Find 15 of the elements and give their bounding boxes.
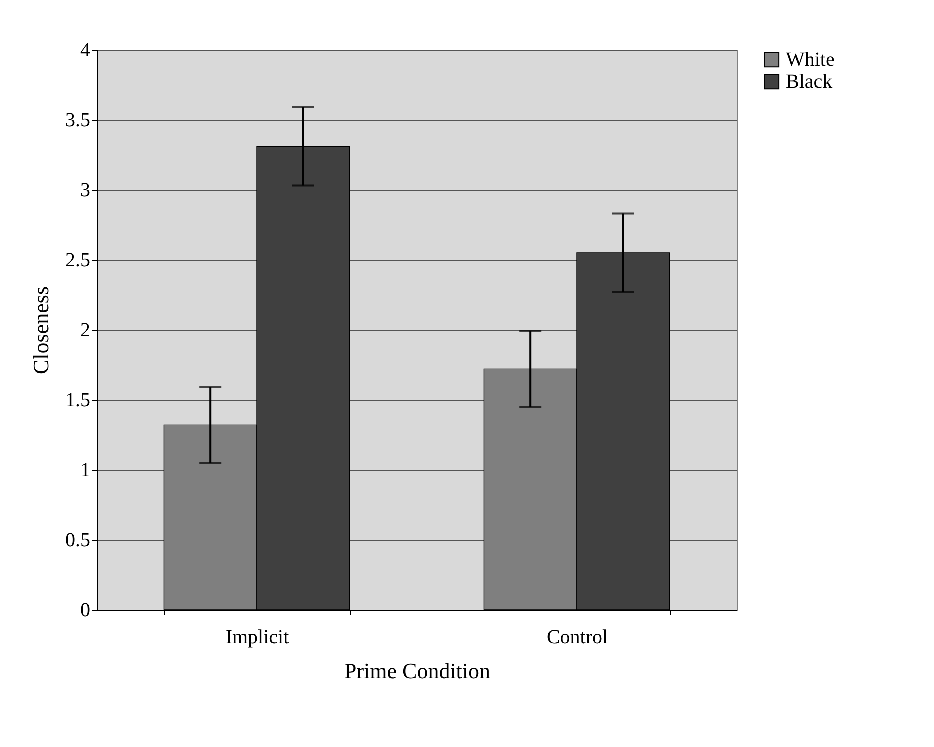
y-tick-label: 2.5 <box>66 250 90 272</box>
y-tick-label: 2 <box>80 320 90 342</box>
x-axis-title: Prime Condition <box>344 658 491 684</box>
x-tick-label: Control <box>546 626 608 648</box>
legend-label: Black <box>786 71 833 93</box>
y-tick-label: 1 <box>80 460 90 482</box>
y-tick-label: 0 <box>80 600 90 622</box>
y-tick-label: 1.5 <box>66 390 90 412</box>
y-axis-title: Closeness <box>28 286 54 374</box>
y-tick-label: 0.5 <box>66 530 90 552</box>
x-tick-label: Implicit <box>226 626 290 648</box>
y-tick-label: 3 <box>80 180 90 202</box>
y-tick-label: 3.5 <box>66 110 90 132</box>
y-tick-label: 4 <box>80 40 90 62</box>
legend-label: White <box>786 49 835 71</box>
